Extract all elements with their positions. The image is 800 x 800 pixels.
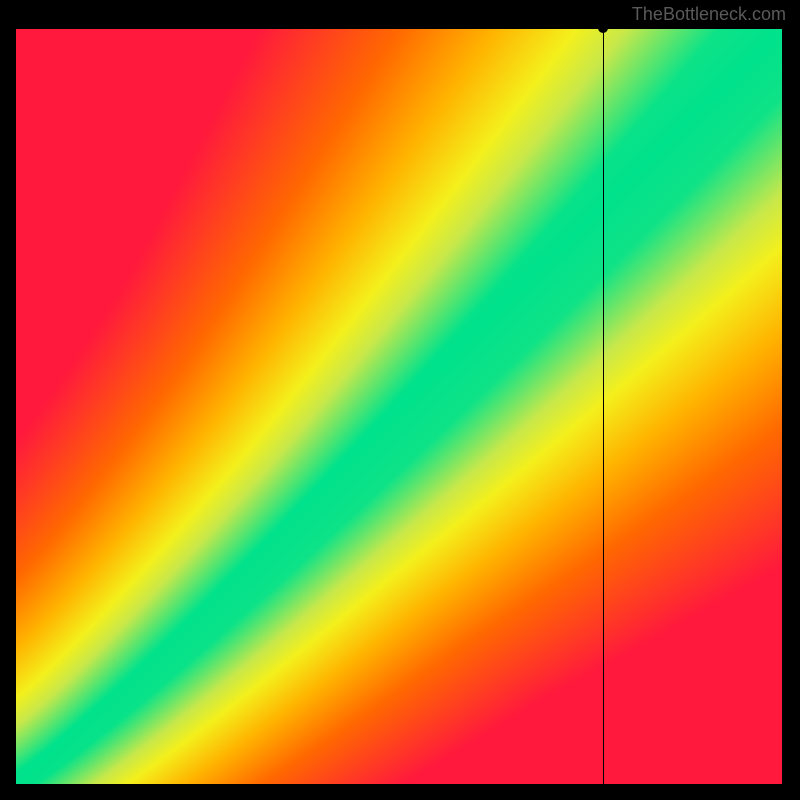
heatmap-plot <box>16 28 782 784</box>
crosshair-marker <box>598 23 608 33</box>
crosshair-horizontal <box>16 28 782 29</box>
attribution-text: TheBottleneck.com <box>632 4 786 25</box>
crosshair-vertical <box>603 28 604 784</box>
heatmap-canvas <box>16 28 782 784</box>
